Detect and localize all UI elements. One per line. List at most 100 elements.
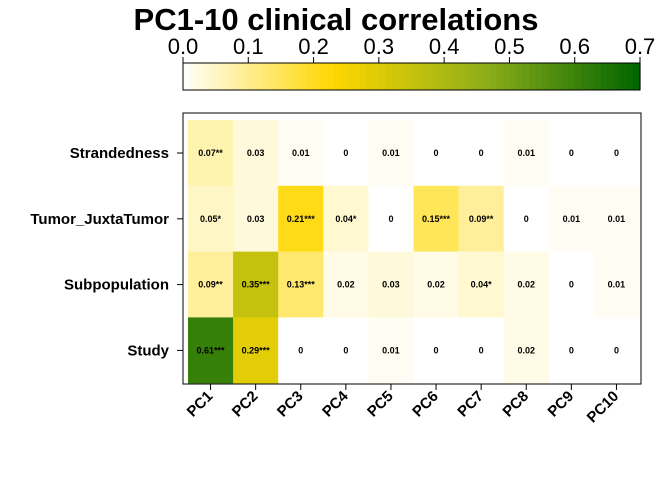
row-label: Strandedness	[70, 145, 169, 162]
colorbar-segment	[287, 63, 295, 90]
heatmap-cell	[278, 251, 324, 318]
colorbar-segment	[515, 63, 524, 90]
cell-value-label: 0.03	[247, 148, 265, 158]
colorbar-segment	[548, 63, 556, 90]
colorbar-segment	[378, 63, 386, 90]
cell-value-label: 0.02	[427, 280, 445, 290]
heatmap-cell	[458, 251, 504, 318]
colorbar-segment	[320, 63, 328, 90]
cell-value-label: 0.03	[382, 280, 400, 290]
colorbar-segment	[404, 63, 413, 90]
cell-value-label: 0.05*	[200, 214, 222, 224]
colorbar-segment	[431, 63, 439, 90]
colorbar-segment	[228, 63, 236, 90]
column-label: PC5	[364, 388, 397, 421]
heatmap-cell	[503, 185, 550, 252]
cell-value-label: 0.15***	[422, 214, 451, 224]
colorbar-segment	[587, 63, 595, 90]
cell-value-label: 0.01	[382, 148, 400, 158]
colorbar-segment	[333, 63, 341, 90]
colorbar-segment	[267, 63, 275, 90]
heatmap-cell	[368, 251, 414, 318]
colorbar-segment	[542, 63, 550, 90]
column-label: PC10	[584, 388, 623, 427]
colorbar-segment	[235, 63, 243, 90]
colorbar-segment	[411, 63, 419, 90]
colorbar-segment	[437, 63, 445, 90]
row-labels: Strandedness Tumor_JuxtaTumor Subpopulatio…	[30, 145, 183, 359]
cell-value-label: 0.04*	[471, 280, 493, 290]
heatmap-cells: 0.07** 0.03 0.01 0 0.01 0 0 0.01 0 0 0.05* 0.03 0.21…	[188, 120, 640, 384]
heatmap-cell	[368, 185, 414, 252]
colorbar-segment	[254, 63, 262, 90]
heatmap-cell	[323, 317, 369, 384]
colorbar-segment	[633, 63, 641, 90]
colorbar-segment	[568, 63, 576, 90]
cell-value-label: 0.01	[608, 280, 626, 290]
heatmap-cell	[233, 317, 279, 384]
colorbar-segment	[483, 63, 491, 90]
column-label: PC2	[229, 388, 262, 421]
colorbar-segment	[326, 63, 334, 90]
colorbar-segment	[424, 63, 432, 90]
colorbar-segment	[509, 63, 517, 90]
cell-value-label: 0	[343, 148, 348, 158]
cell-value-label: 0.01	[382, 345, 400, 355]
colorbar-segment	[391, 63, 400, 90]
column-label: PC4	[319, 387, 352, 420]
heatmap-cell	[413, 120, 459, 186]
heatmap-cell	[233, 185, 279, 252]
heatmap-cell	[503, 251, 550, 318]
heatmap-cell	[278, 120, 324, 186]
heatmap-cell	[188, 251, 234, 318]
heatmap-cell	[323, 185, 369, 252]
colorbar-segment	[476, 63, 484, 90]
colorbar-segment	[346, 63, 354, 90]
colorbar-segment	[607, 63, 615, 90]
heatmap-cell	[233, 120, 279, 186]
cell-value-label: 0.09**	[198, 280, 223, 290]
heatmap-cell	[548, 317, 595, 384]
column-labels: PC1 PC2 PC3 PC4 PC5 PC6 PC7 PC8 PC9 PC10	[184, 384, 623, 427]
cell-value-label: 0	[298, 345, 303, 355]
cell-value-label: 0	[569, 148, 574, 158]
colorbar-segment	[300, 63, 308, 90]
cell-value-label: 0	[388, 214, 393, 224]
cell-value-label: 0.07**	[198, 148, 223, 158]
colorbar-tick-label: 0.0	[168, 34, 199, 59]
cell-value-label: 0.35***	[242, 280, 271, 290]
row-label: Study	[127, 342, 169, 359]
cell-value-label: 0	[524, 214, 529, 224]
colorbar-segment	[418, 63, 426, 90]
cell-value-label: 0.13***	[287, 280, 316, 290]
heatmap-cell	[593, 317, 640, 384]
heatmap-cell	[413, 185, 459, 252]
heatmap-cell	[548, 185, 595, 252]
colorbar-segment	[561, 63, 569, 90]
heatmap-cell	[458, 185, 504, 252]
cell-value-label: 0.21***	[287, 214, 316, 224]
colorbar-segment	[293, 63, 302, 90]
colorbar-segment	[502, 63, 511, 90]
row-label: Tumor_JuxtaTumor	[30, 211, 169, 228]
heatmap-cell	[323, 120, 369, 186]
colorbar-segment	[496, 63, 504, 90]
colorbar-segment	[209, 63, 217, 90]
colorbar-segment	[457, 63, 465, 90]
colorbar-tick-label: 0.4	[429, 34, 460, 59]
heatmap-cell	[188, 120, 234, 186]
chart-title: PC1-10 clinical correlations	[134, 2, 539, 37]
heatmap-cell	[593, 185, 640, 252]
colorbar-segment	[470, 63, 478, 90]
colorbar-segment	[215, 63, 223, 90]
cell-value-label: 0.01	[292, 148, 310, 158]
heatmap-cell	[278, 317, 324, 384]
heatmap-cell	[458, 317, 504, 384]
colorbar-segment	[352, 63, 360, 90]
colorbar-segment	[450, 63, 458, 90]
colorbar-segment	[196, 63, 204, 90]
colorbar-segment	[202, 63, 210, 90]
colorbar-border	[182, 62, 641, 91]
heatmap-cell	[323, 251, 369, 318]
